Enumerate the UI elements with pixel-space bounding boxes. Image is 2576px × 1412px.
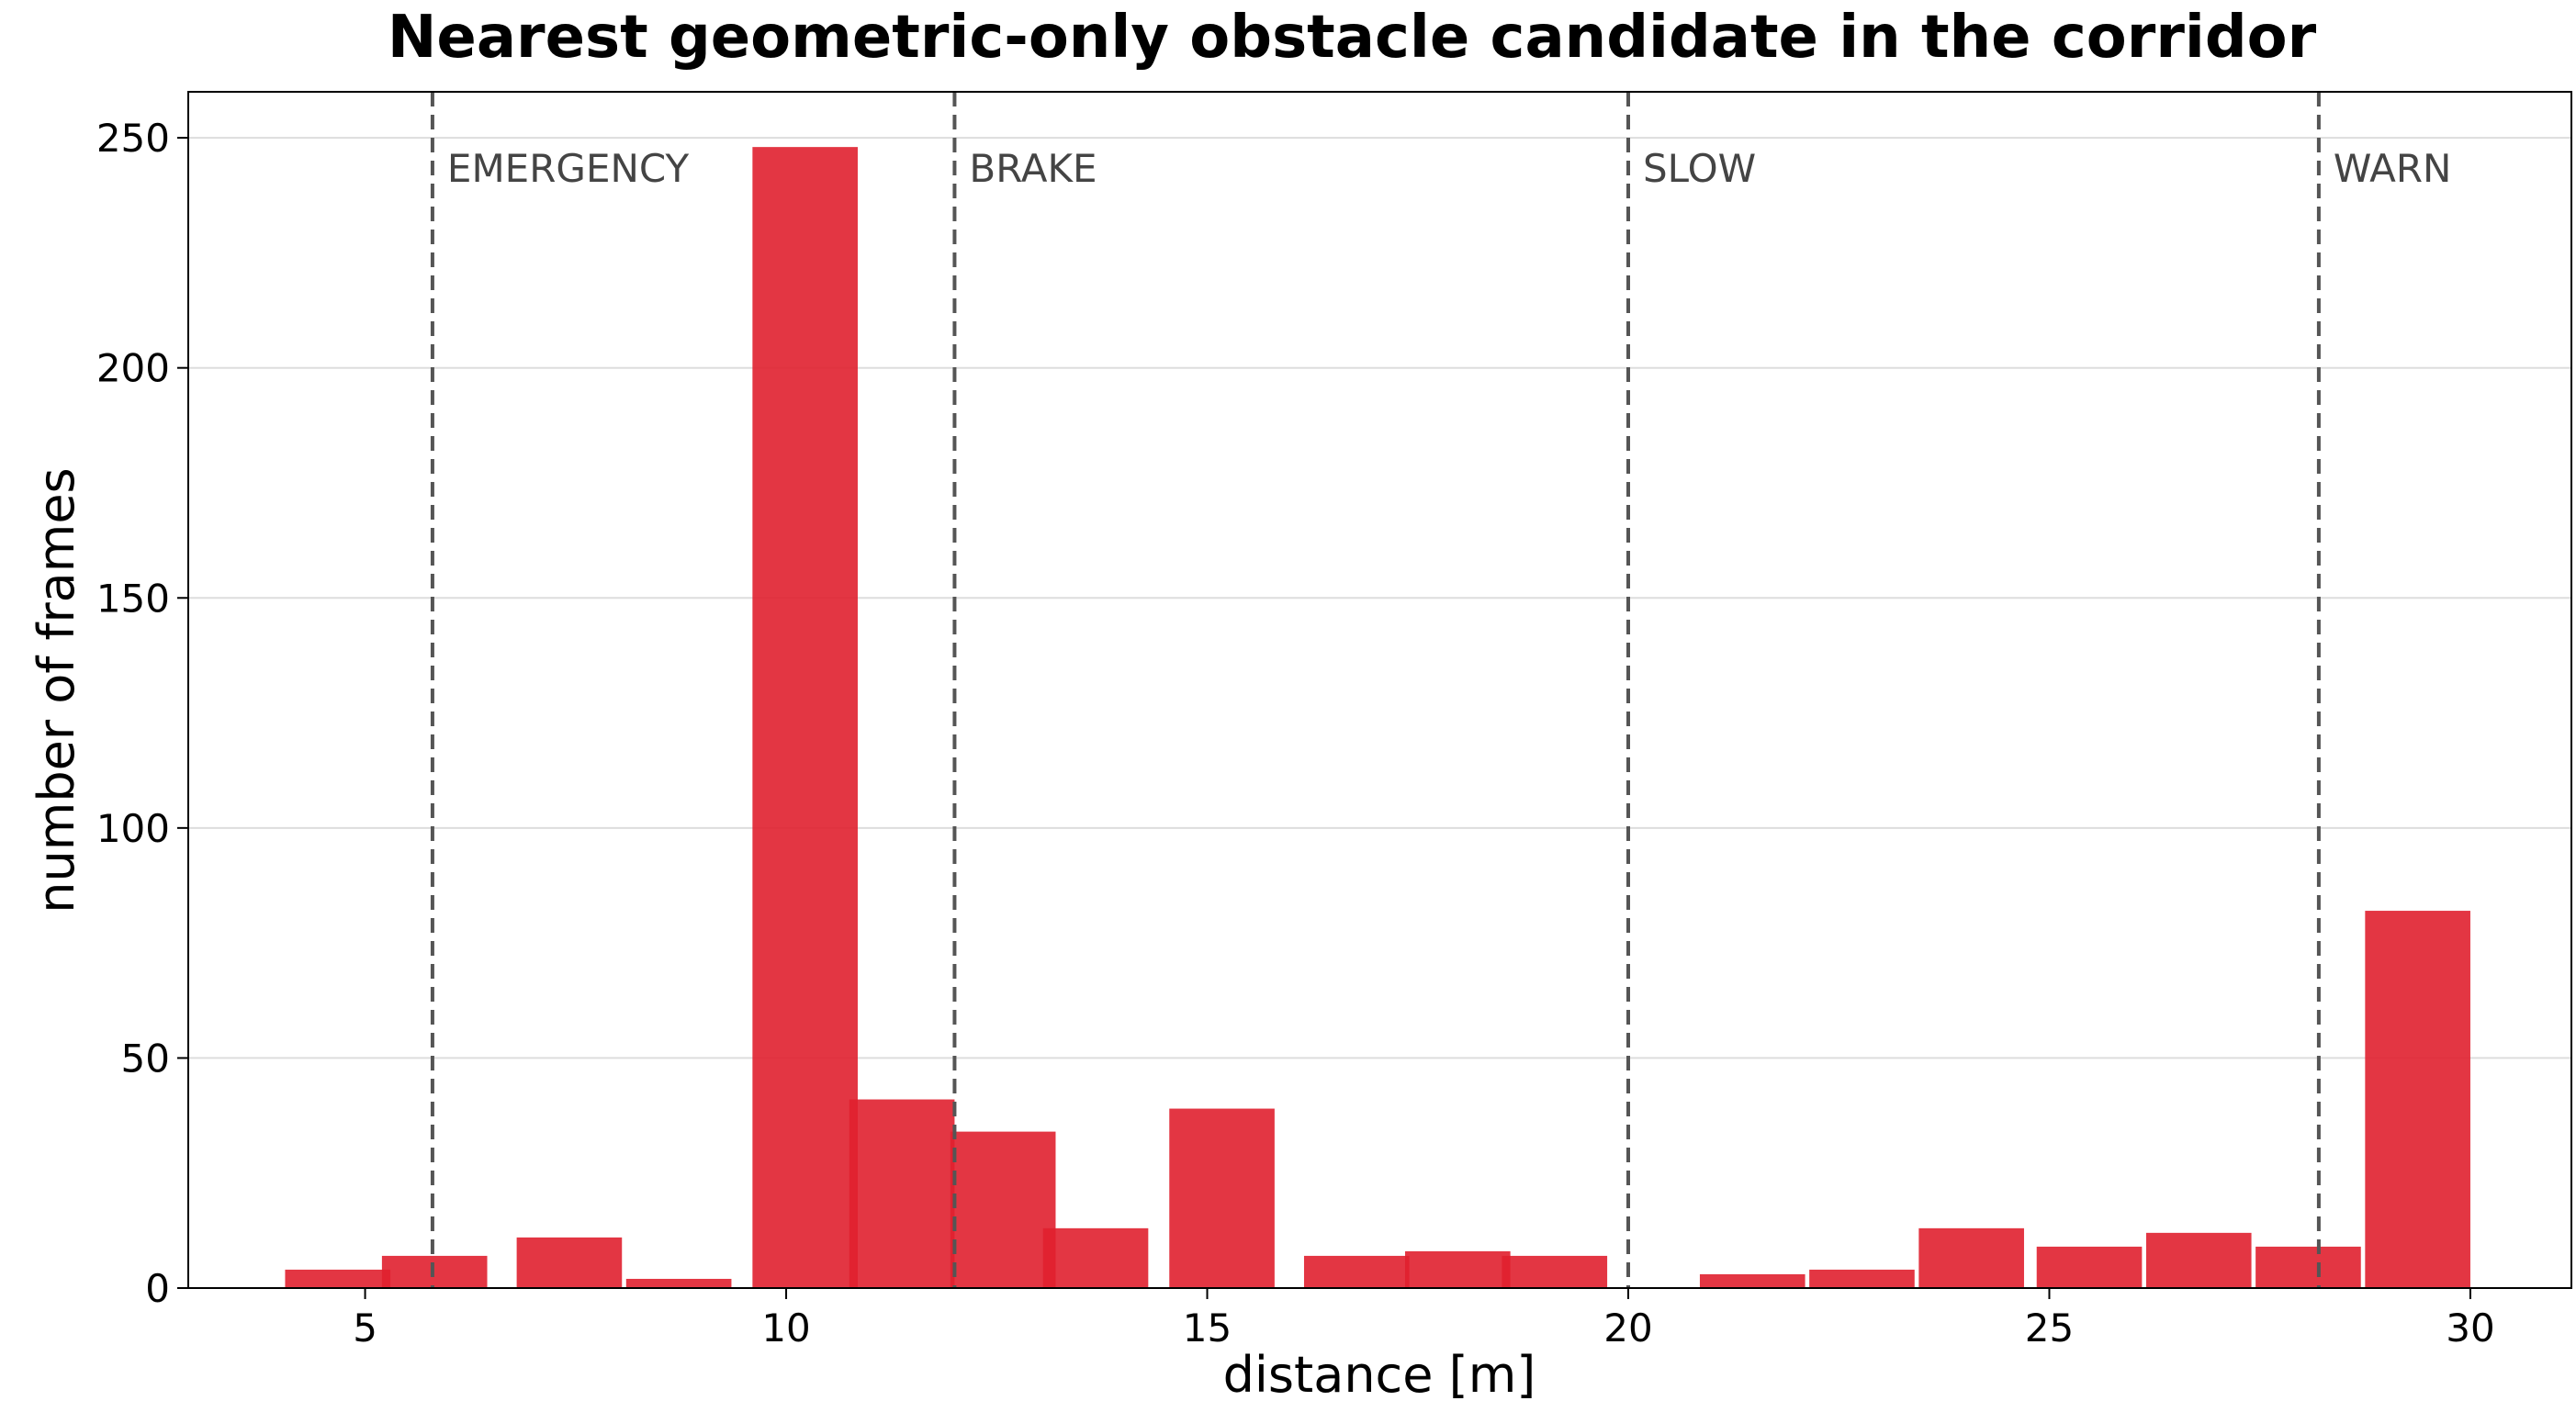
y-gridlines — [188, 137, 2571, 1289]
bar — [950, 1131, 1056, 1288]
y-tick-label: 150 — [96, 576, 170, 621]
y-axis-ticks: 0 50 100 150 200 250 — [96, 116, 188, 1311]
threshold-label: SLOW — [1643, 146, 1756, 191]
x-tick-label: 30 — [2446, 1306, 2494, 1350]
y-tick-label: 50 — [121, 1036, 170, 1081]
bar — [1502, 1255, 1608, 1288]
x-tick-label: 15 — [1183, 1306, 1232, 1350]
bar — [849, 1099, 955, 1288]
bar — [285, 1269, 391, 1288]
y-tick-label: 100 — [96, 806, 170, 851]
threshold-label: EMERGENCY — [447, 146, 690, 191]
bar — [1169, 1108, 1275, 1288]
bar — [2365, 911, 2470, 1288]
plot-frame — [187, 91, 2572, 1289]
y-tick-label: 250 — [96, 116, 170, 161]
bars — [285, 147, 2470, 1289]
bar — [625, 1278, 732, 1288]
bar — [2036, 1246, 2143, 1288]
chart-title: Nearest geometric-only obstacle candidat… — [388, 4, 2317, 72]
bar — [2145, 1232, 2252, 1288]
bar — [381, 1255, 488, 1288]
bar — [1405, 1250, 1511, 1288]
x-tick-label: 25 — [2025, 1306, 2074, 1350]
x-tick-label: 20 — [1603, 1306, 1652, 1350]
bar — [752, 147, 858, 1289]
x-tick-label: 10 — [761, 1306, 810, 1350]
threshold-lines: EMERGENCY BRAKE SLOW WARN — [430, 92, 2452, 1288]
bar — [2255, 1246, 2361, 1288]
x-tick-label: 5 — [353, 1306, 377, 1350]
bar — [1303, 1255, 1410, 1288]
bar — [516, 1237, 623, 1288]
x-axis-label: distance [m] — [1223, 1346, 1536, 1404]
bar — [1809, 1269, 1915, 1288]
y-axis-label: number of frames — [28, 467, 85, 913]
threshold-label: BRAKE — [969, 146, 1097, 191]
y-tick-label: 200 — [96, 346, 170, 391]
bar — [1042, 1227, 1149, 1288]
bar — [1699, 1273, 1805, 1288]
y-tick-label: 0 — [145, 1266, 170, 1311]
bar — [1918, 1227, 2024, 1288]
threshold-label: WARN — [2334, 146, 2452, 191]
x-axis-ticks: 5 10 15 20 25 30 — [353, 1288, 2495, 1350]
